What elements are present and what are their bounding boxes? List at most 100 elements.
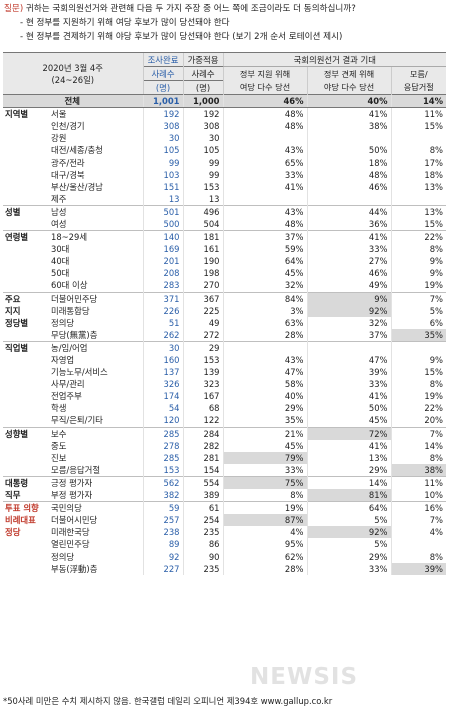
cell-check-opposition — [306, 132, 392, 145]
cell-check-opposition: 47% — [306, 353, 392, 367]
cell-weighted-count: 389 — [182, 489, 224, 502]
cell-raw-count: 501 — [142, 204, 184, 218]
group-label — [3, 279, 49, 292]
cell-raw-count: 283 — [142, 279, 184, 292]
cell-raw-count: 227 — [142, 562, 184, 575]
cell-unknown: 15% — [390, 217, 447, 231]
cell-check-opposition — [306, 340, 392, 354]
cell-weighted-count: 161 — [182, 243, 224, 256]
cell-support-ruling: 29% — [222, 402, 308, 415]
header-sub1-line1: 정부 지원 위해 — [222, 66, 308, 81]
cell-weighted-count: 235 — [182, 526, 224, 539]
group-label: 투표 의향 — [3, 501, 49, 515]
group-label — [3, 156, 49, 168]
cell-unknown: 9% — [390, 255, 447, 268]
table-body: 전체 1,001 1,000 46% 40% 14% 지역별 서울 192 192 48% 41% 11… — [3, 93, 447, 575]
cell-raw-count: 371 — [142, 291, 184, 305]
cell-support-ruling: 41% — [222, 180, 308, 193]
cell-raw-count: 99 — [142, 156, 184, 169]
cell-weighted-count: 49 — [182, 316, 224, 329]
cell-raw-count: 562 — [142, 475, 184, 489]
header-raw-count-2: 사례수 — [142, 66, 184, 81]
cell-weighted-count: 272 — [182, 328, 224, 342]
table-row: 광주/전라 99 99 65% 18% 17% — [3, 156, 447, 169]
cell-check-opposition: 45% — [306, 414, 392, 428]
row-label: 50대 — [51, 268, 70, 279]
cell-weighted-count: 1,000 — [182, 93, 224, 109]
cell-raw-count: 208 — [142, 267, 184, 280]
cell-unknown: 8% — [390, 378, 447, 391]
cell-raw-count: 105 — [142, 144, 184, 157]
table-row: 정의당 92 90 62% 29% 8% — [3, 550, 447, 563]
cell-support-ruling: 43% — [222, 204, 308, 218]
table-row: 무직/은퇴/기타 120 122 35% 45% 20% — [3, 414, 447, 428]
table-row: 부산/울산/경남 151 153 41% 46% 13% — [3, 180, 447, 193]
cell-support-ruling: 58% — [222, 378, 308, 391]
cell-weighted-count: 496 — [182, 204, 224, 218]
cell-raw-count: 51 — [142, 316, 184, 329]
header-sub3-line1: 모름/ — [390, 66, 447, 81]
cell-support-ruling: 33% — [222, 168, 308, 181]
cell-support-ruling: 64% — [222, 255, 308, 268]
table-row: 지지 미래통합당 226 225 3% 92% 5% — [3, 304, 447, 317]
table-row: 자영업 160 153 43% 47% 9% — [3, 353, 447, 367]
table-row: 직업별 농/임/어업 30 29 — [3, 340, 447, 354]
cell-weighted-count: 13 — [182, 192, 224, 206]
cell-weighted-count: 105 — [182, 144, 224, 157]
cell-unknown: 35% — [390, 328, 447, 342]
group-label — [3, 390, 49, 402]
cell-check-opposition: 33% — [306, 378, 392, 391]
row-label: 부동(浮動)층 — [51, 563, 98, 574]
cell-check-opposition: 33% — [306, 562, 392, 575]
group-label — [3, 378, 49, 390]
cell-support-ruling: 84% — [222, 291, 308, 305]
group-label: 지지 — [5, 305, 21, 316]
cell-raw-count: 153 — [142, 463, 184, 477]
header-date-line1: 2020년 3월 4주 — [42, 62, 103, 73]
group-label — [3, 440, 49, 452]
cell-unknown: 15% — [390, 366, 447, 379]
cell-weighted-count: 367 — [182, 291, 224, 305]
group-label — [3, 181, 49, 193]
table-row: 전체 1,001 1,000 46% 40% 14% — [3, 93, 447, 109]
table-row: 30대 169 161 59% 33% 8% — [3, 243, 447, 256]
group-label — [3, 366, 49, 378]
row-label: 18~29세 — [49, 230, 144, 244]
header-date: 2020년 3월 4주 (24~26일) — [3, 52, 144, 95]
group-label — [3, 169, 49, 181]
row-label: 전업주부 — [51, 391, 82, 402]
header-sub2-line1: 정부 견제 위해 — [306, 66, 392, 81]
cell-raw-count: 160 — [142, 353, 184, 367]
cell-weighted-count: 284 — [182, 426, 224, 440]
table-row: 정당 미래한국당 238 235 4% 92% 4% — [3, 526, 447, 539]
cell-check-opposition: 41% — [306, 230, 392, 244]
cell-unknown: 8% — [390, 550, 447, 563]
cell-weighted-count: 181 — [182, 230, 224, 244]
cell-unknown: 38% — [390, 463, 447, 477]
header-group: 국회의원선거 결과 기대 — [222, 52, 447, 67]
table-row: 학생 54 68 29% 50% 22% — [3, 402, 447, 415]
cell-unknown: 20% — [390, 414, 447, 428]
group-label: 성별 — [3, 204, 49, 218]
cell-raw-count: 151 — [142, 180, 184, 193]
cell-check-opposition: 50% — [306, 144, 392, 157]
row-label: 학생 — [51, 403, 67, 414]
row-label: 60대 이상 — [51, 280, 88, 291]
group-label — [3, 354, 49, 366]
cell-raw-count: 308 — [142, 120, 184, 133]
cell-check-opposition: 14% — [306, 475, 392, 489]
cell-check-opposition: 32% — [306, 316, 392, 329]
group-label — [3, 464, 49, 477]
table-row: 성향별 보수 285 284 21% 72% 7% — [3, 426, 447, 440]
row-label: 부산/울산/경남 — [51, 181, 103, 192]
cell-weighted-count: 504 — [182, 217, 224, 231]
cell-weighted-count: 554 — [182, 475, 224, 489]
question-option-2: - 현 정부를 견제하기 위해 야당 후보가 많이 당선돼야 한다 (보기 2개… — [20, 32, 343, 42]
group-label — [3, 329, 49, 342]
cell-unknown: 4% — [390, 526, 447, 539]
cell-unknown: 16% — [390, 501, 447, 515]
row-label: 기능노무/서비스 — [51, 367, 108, 378]
cell-raw-count: 120 — [142, 414, 184, 428]
row-label: 부정 평가자 — [51, 490, 93, 501]
cell-support-ruling: 32% — [222, 279, 308, 292]
